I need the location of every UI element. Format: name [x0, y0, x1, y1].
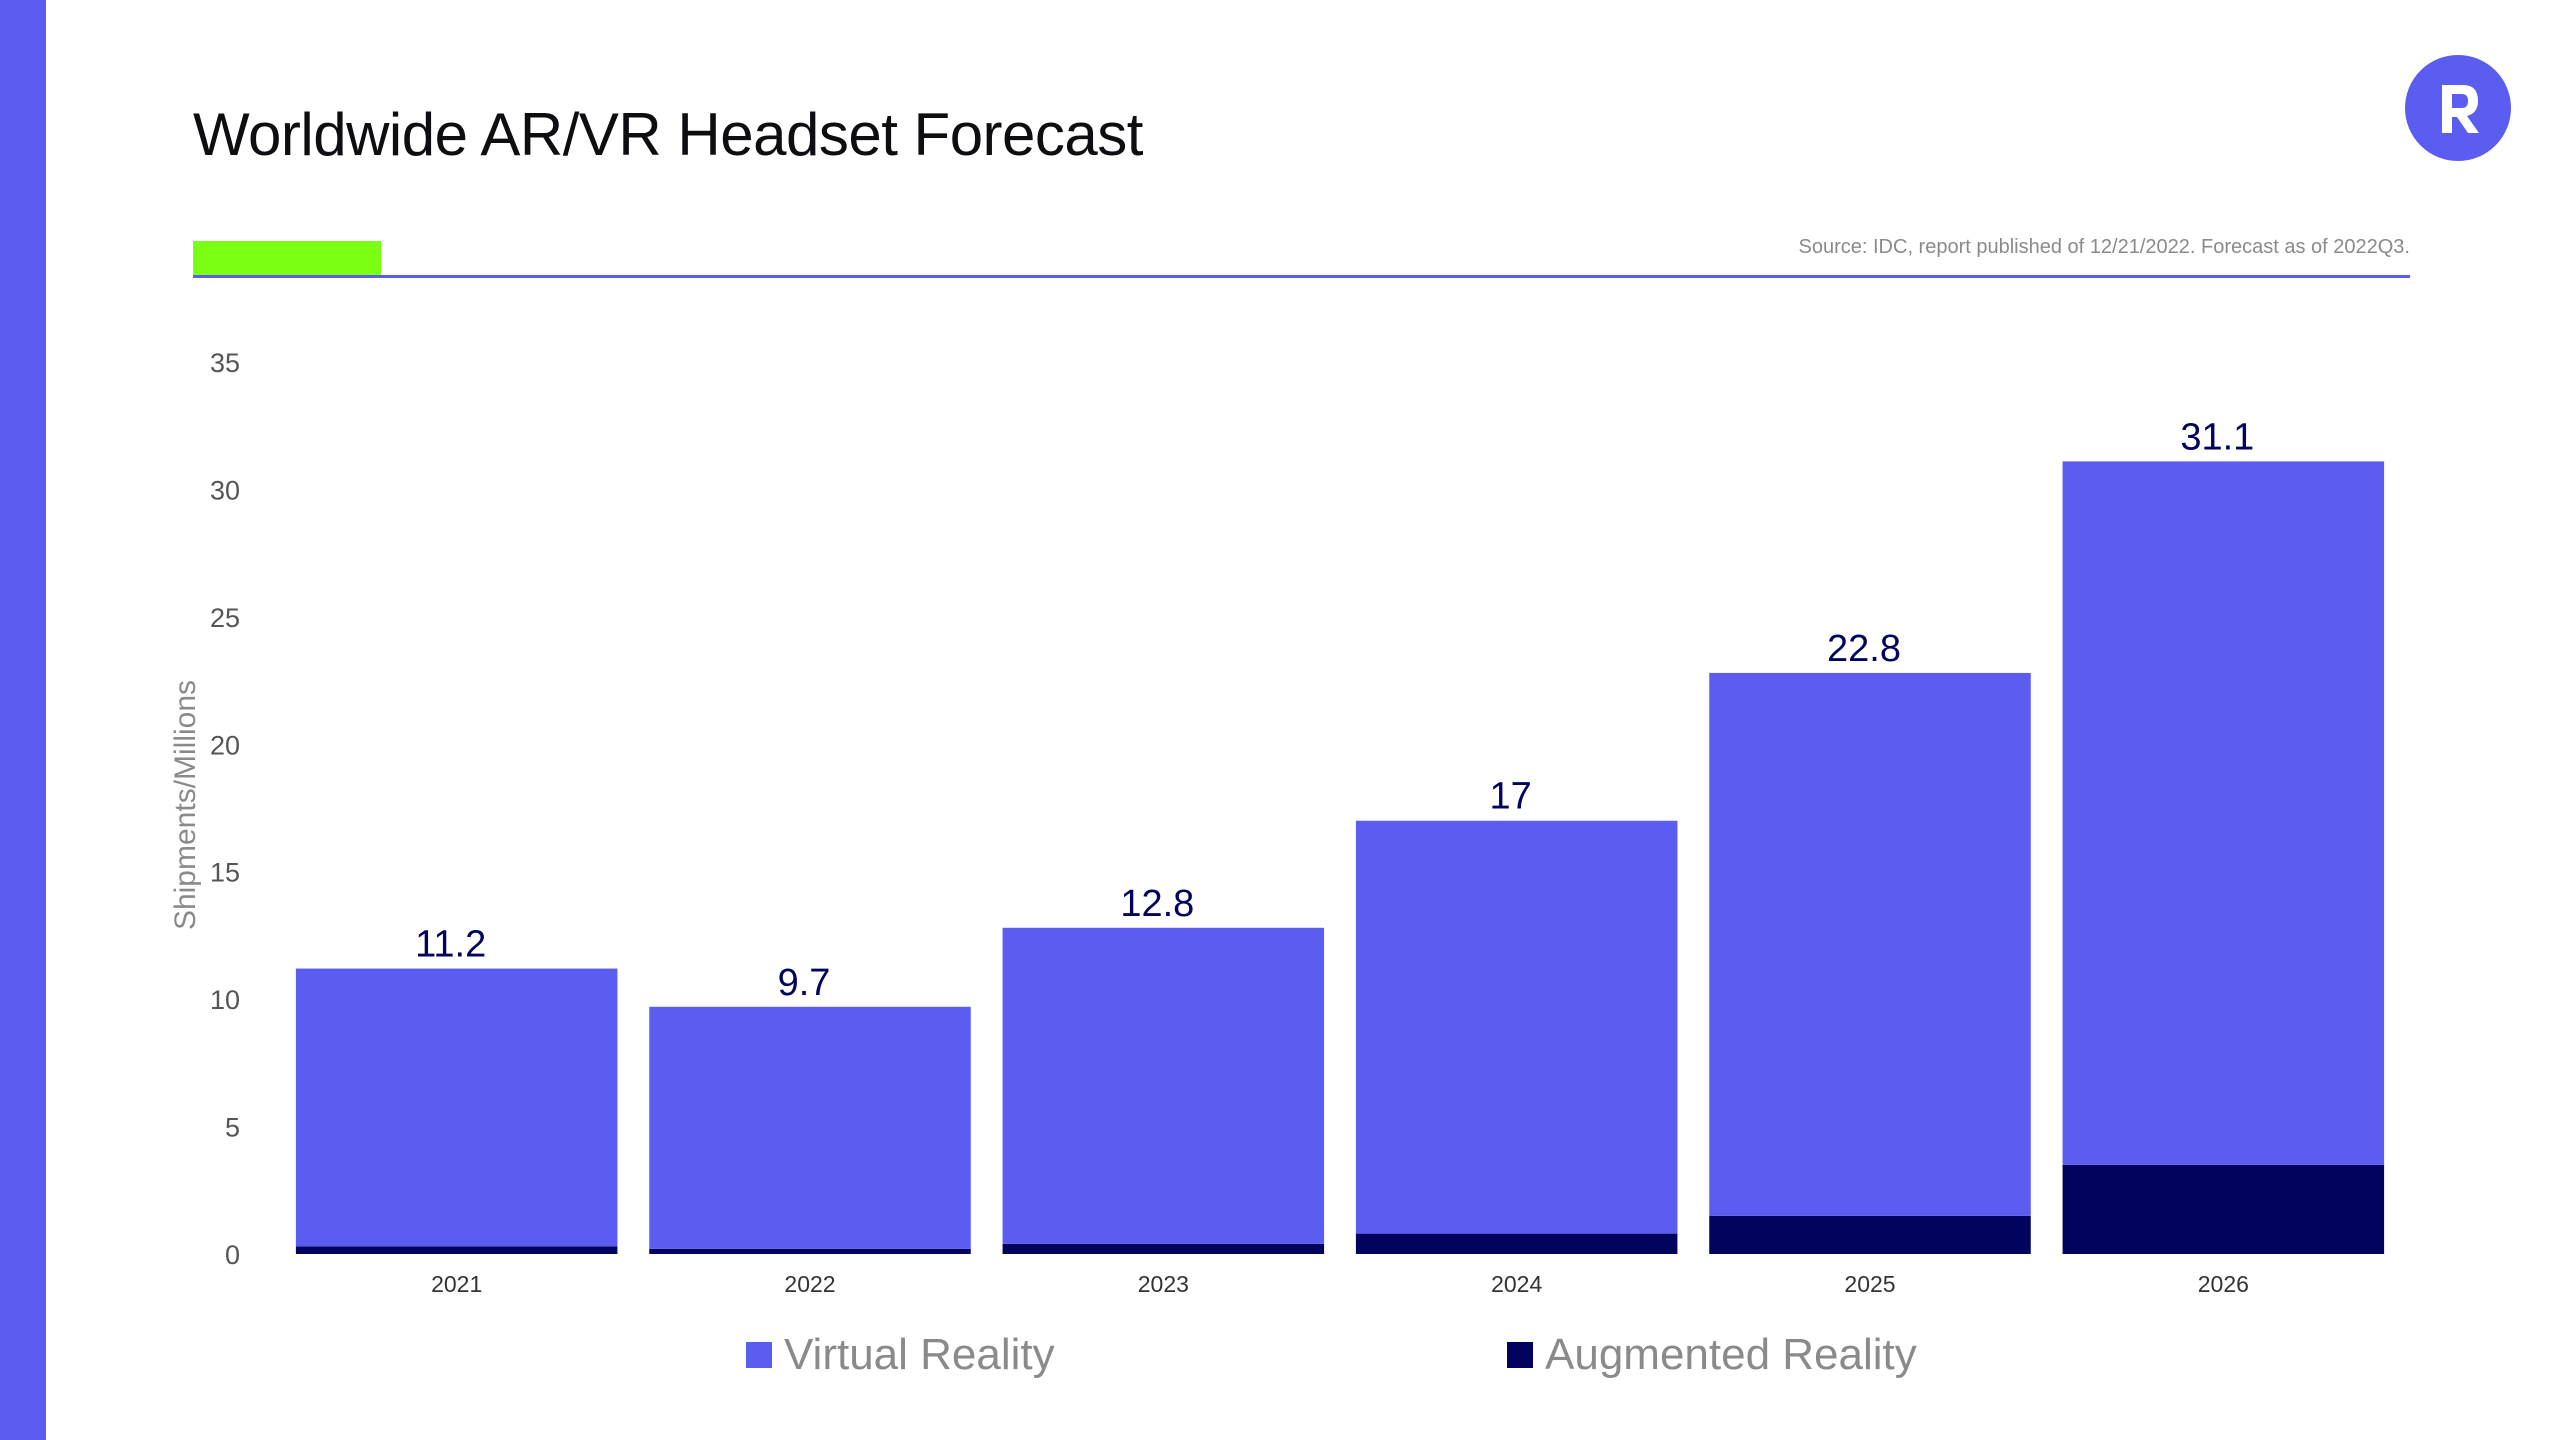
- bar-total-label: 12.8: [1120, 883, 1194, 925]
- page-title: Worldwide AR/VR Headset Forecast: [193, 101, 1143, 168]
- bar-segment-virtual-reality: [1709, 672, 2031, 1216]
- header-divider: [193, 275, 2410, 278]
- x-tick-label: 2021: [431, 1271, 482, 1297]
- x-axis: 2021 2022 2023 2024 2025 2026: [431, 1271, 2249, 1297]
- legend-swatch-vr: [746, 1342, 772, 1368]
- x-tick-label: 2025: [1844, 1271, 1895, 1297]
- accent-highlight-block: [193, 241, 381, 276]
- bar-segment-virtual-reality: [1355, 820, 1678, 1234]
- bar-segment-virtual-reality: [1002, 927, 1325, 1244]
- bar-segment-augmented-reality: [1709, 1215, 2031, 1254]
- bar-total-label: 17: [1490, 776, 1532, 818]
- bar-total-label: 31.1: [2180, 416, 2254, 458]
- source-note: Source: IDC, report published of 12/21/2…: [1798, 236, 2410, 258]
- legend-label-ar: Augmented Reality: [1545, 1330, 1917, 1379]
- y-tick-label: 20: [210, 730, 240, 760]
- y-tick-label: 25: [210, 603, 240, 633]
- y-tick-label: 15: [210, 858, 240, 888]
- bars: 11.2 9.7 12.8 17 22.8 31.1: [295, 416, 2385, 1254]
- legend-swatch-ar: [1507, 1342, 1533, 1368]
- bar-total-label: 22.8: [1827, 628, 1901, 670]
- x-tick-label: 2022: [784, 1271, 835, 1297]
- r-logo-icon: [2405, 55, 2511, 161]
- y-tick-label: 35: [210, 348, 240, 378]
- y-axis: 0 5 10 15 20 25 30 35: [210, 348, 240, 1270]
- y-tick-label: 5: [225, 1113, 240, 1143]
- bar-segment-virtual-reality: [2062, 461, 2385, 1165]
- y-axis-title: Shipments/Millions: [169, 680, 202, 930]
- bar-segment-augmented-reality: [295, 1246, 618, 1254]
- legend-item-augmented-reality: Augmented Reality: [1507, 1330, 1917, 1380]
- bar-total-label: 11.2: [415, 924, 486, 966]
- bar-segment-augmented-reality: [1355, 1233, 1678, 1254]
- bar-segment-augmented-reality: [2062, 1164, 2385, 1254]
- y-tick-label: 30: [210, 475, 240, 505]
- bar-total-label: 9.7: [778, 962, 831, 1004]
- bar-segment-virtual-reality: [649, 1006, 971, 1249]
- y-tick-label: 10: [210, 985, 240, 1015]
- bar-segment-virtual-reality: [295, 968, 618, 1247]
- legend-label-vr: Virtual Reality: [784, 1330, 1055, 1379]
- x-tick-label: 2024: [1491, 1271, 1542, 1297]
- y-tick-label: 0: [225, 1240, 240, 1270]
- left-accent-bar: [0, 0, 46, 1440]
- legend-item-virtual-reality: Virtual Reality: [746, 1330, 1055, 1380]
- bar-segment-augmented-reality: [649, 1248, 971, 1254]
- x-tick-label: 2026: [2198, 1271, 2249, 1297]
- bar-segment-augmented-reality: [1002, 1243, 1325, 1254]
- x-tick-label: 2023: [1138, 1271, 1189, 1297]
